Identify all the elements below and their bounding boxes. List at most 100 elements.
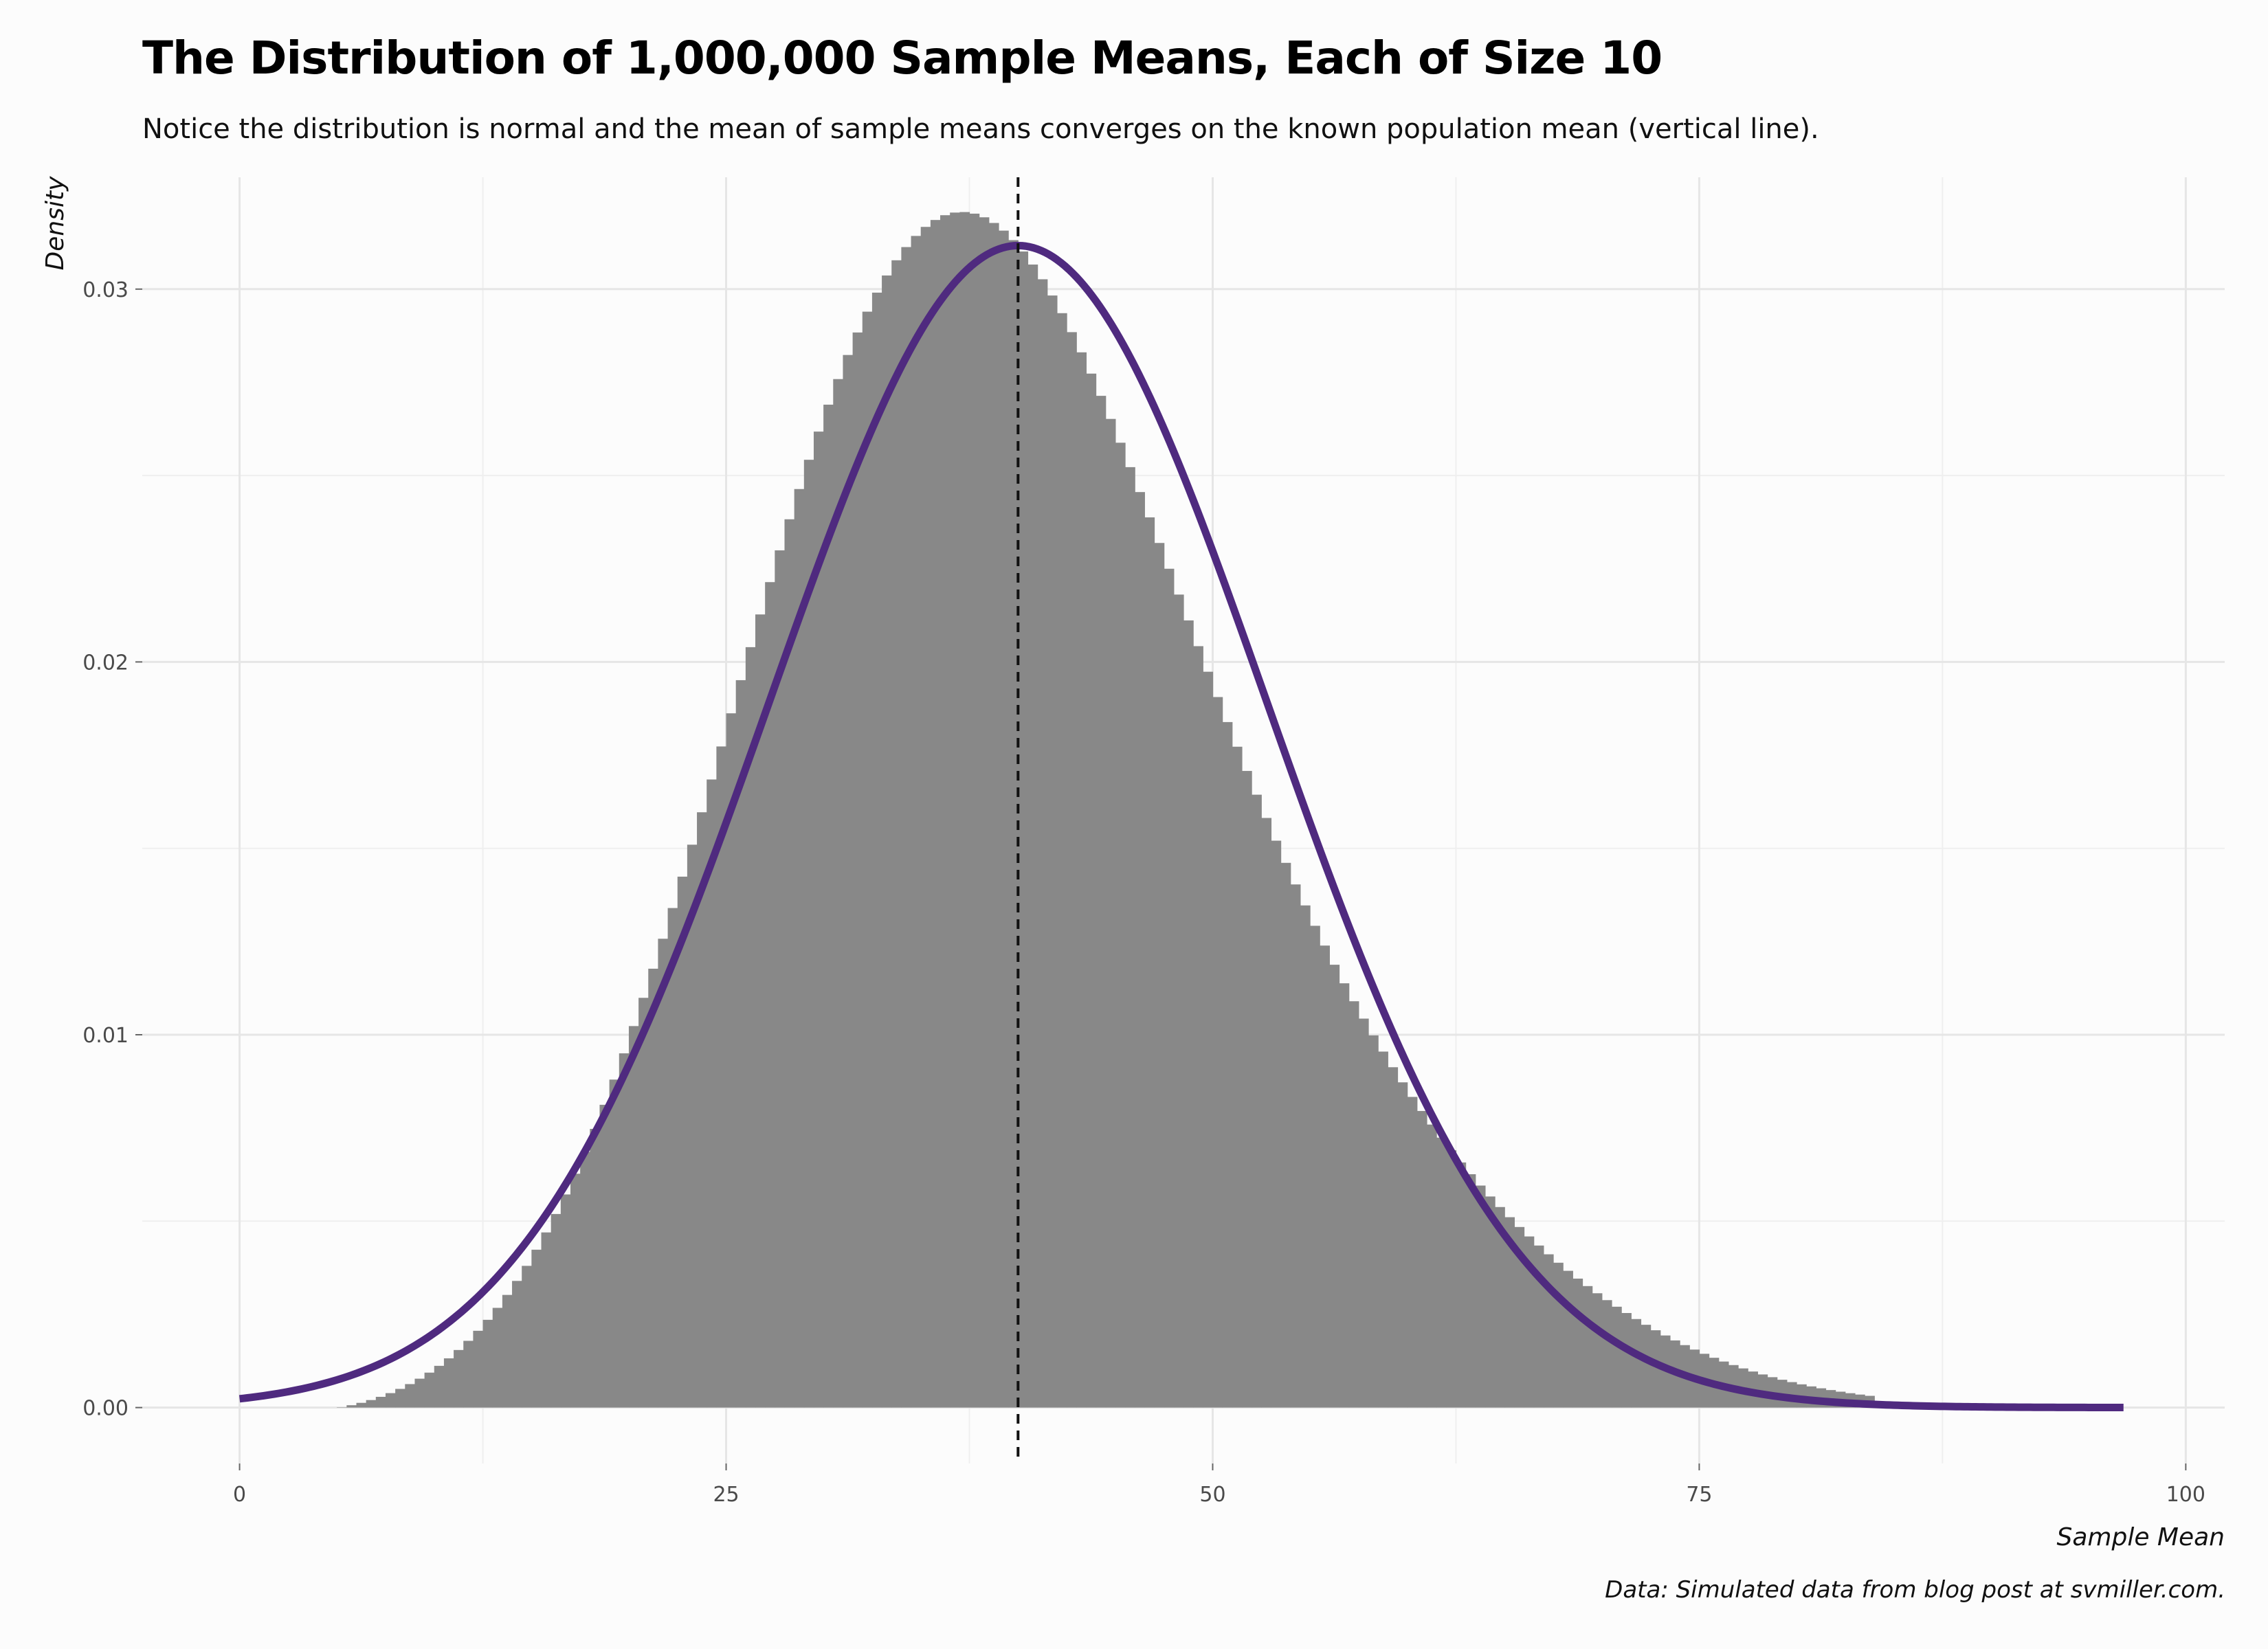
- histogram-bar: [813, 431, 824, 1408]
- histogram-bar: [1047, 295, 1058, 1408]
- histogram-bar: [1339, 983, 1350, 1408]
- histogram-bar: [1173, 594, 1184, 1408]
- histogram-bar: [443, 1358, 454, 1408]
- histogram-bar: [1252, 794, 1262, 1408]
- histogram-bar: [1641, 1325, 1652, 1408]
- histogram-bar: [1212, 697, 1223, 1408]
- histogram-bar: [901, 247, 912, 1408]
- histogram-bars: [337, 212, 1875, 1408]
- histogram-bar: [1310, 926, 1320, 1408]
- histogram-bar: [522, 1266, 532, 1408]
- histogram-bar: [570, 1174, 581, 1408]
- x-axis-title: Sample Mean: [2056, 1523, 2225, 1551]
- histogram-bar: [1407, 1097, 1418, 1408]
- histogram-bar: [1193, 646, 1203, 1408]
- y-tick-label: 0.02: [82, 651, 129, 675]
- histogram-bar: [1368, 1035, 1379, 1408]
- histogram-bar: [833, 379, 844, 1408]
- histogram-bar: [541, 1232, 552, 1408]
- histogram-bar: [1601, 1300, 1612, 1408]
- histogram-bar: [1358, 1018, 1369, 1408]
- histogram-bar: [1456, 1162, 1467, 1408]
- chart-caption: Data: Simulated data from blog post at s…: [1605, 1576, 2225, 1604]
- histogram-bar: [1096, 396, 1107, 1408]
- histogram-bar: [628, 1026, 639, 1408]
- histogram-bar: [1125, 467, 1135, 1408]
- histogram-bar: [1543, 1254, 1554, 1408]
- x-tick-label: 25: [713, 1483, 739, 1507]
- histogram-bar: [366, 1400, 377, 1408]
- histogram-bar: [551, 1213, 562, 1408]
- histogram-bar: [580, 1152, 590, 1408]
- histogram-bar: [716, 746, 727, 1408]
- normal-curve-layer: [238, 241, 2124, 1412]
- x-tick-label: 100: [2166, 1483, 2205, 1507]
- histogram-bar: [784, 519, 795, 1408]
- histogram-bar: [930, 220, 941, 1408]
- histogram-bar: [492, 1308, 503, 1408]
- histogram-bar: [1280, 862, 1291, 1408]
- histogram-bar: [482, 1319, 493, 1408]
- histogram-bar: [1154, 543, 1165, 1408]
- histogram-bar: [1426, 1124, 1437, 1408]
- histogram-bar: [687, 844, 698, 1408]
- histogram-bar: [375, 1396, 386, 1408]
- histogram-bar: [823, 404, 834, 1408]
- histogram-bar: [959, 212, 970, 1408]
- histogram-bar: [940, 215, 950, 1408]
- histogram-bar: [1504, 1217, 1515, 1408]
- histogram-bar: [1621, 1313, 1632, 1408]
- histogram-bar: [843, 355, 854, 1408]
- histogram-bar: [1056, 313, 1067, 1408]
- histogram-bar: [1397, 1082, 1408, 1408]
- histogram-bar: [1436, 1137, 1447, 1408]
- histogram-bar: [1631, 1319, 1642, 1408]
- histogram-bar: [1611, 1306, 1622, 1408]
- histogram-bar: [560, 1194, 571, 1408]
- histogram-bar: [755, 614, 766, 1408]
- histogram-bar: [726, 713, 737, 1408]
- histogram-bar: [735, 680, 746, 1408]
- histogram-bar: [969, 213, 980, 1408]
- chart-subtitle: Notice the distribution is normal and th…: [142, 113, 1819, 145]
- histogram-bar: [1164, 568, 1175, 1408]
- histogram-bar: [1300, 905, 1311, 1408]
- histogram-bar: [920, 227, 931, 1408]
- histogram-bar: [775, 550, 786, 1408]
- histogram-bar: [1135, 492, 1145, 1408]
- histogram-bar: [619, 1053, 630, 1408]
- histogram-bar: [794, 489, 805, 1408]
- y-tick-label: 0.00: [82, 1397, 129, 1421]
- histogram-bar: [745, 647, 756, 1408]
- histogram-bar: [852, 332, 863, 1408]
- histogram-bar: [658, 939, 669, 1408]
- histogram-bar: [1475, 1185, 1486, 1408]
- histogram-bar: [502, 1294, 513, 1408]
- histogram-bar: [1592, 1293, 1603, 1408]
- histogram-bar: [395, 1389, 405, 1408]
- histogram-bar: [707, 779, 717, 1408]
- histogram-bar: [1446, 1150, 1457, 1408]
- histogram-bar: [1144, 517, 1155, 1408]
- histogram-bar: [979, 217, 990, 1408]
- x-tick-label: 0: [233, 1483, 246, 1507]
- histogram-bar: [454, 1349, 464, 1408]
- histogram-bar: [891, 260, 902, 1408]
- histogram-bar: [1203, 671, 1214, 1408]
- histogram-bar: [1115, 442, 1126, 1408]
- histogram-bar: [1320, 945, 1330, 1408]
- histogram-bar: [356, 1402, 367, 1408]
- histogram-bar: [1329, 965, 1340, 1408]
- histogram-bar: [1378, 1051, 1388, 1408]
- histogram-bar: [590, 1129, 601, 1408]
- histogram-bar: [862, 311, 873, 1408]
- histogram-bar: [1290, 884, 1301, 1408]
- histogram-bar: [1261, 818, 1272, 1408]
- histogram-bar: [1533, 1245, 1544, 1408]
- histogram-bar: [599, 1104, 610, 1408]
- histogram-bar: [434, 1365, 445, 1408]
- histogram-bar: [677, 876, 688, 1408]
- histogram-bar: [1524, 1236, 1535, 1408]
- histogram-bar: [882, 275, 892, 1408]
